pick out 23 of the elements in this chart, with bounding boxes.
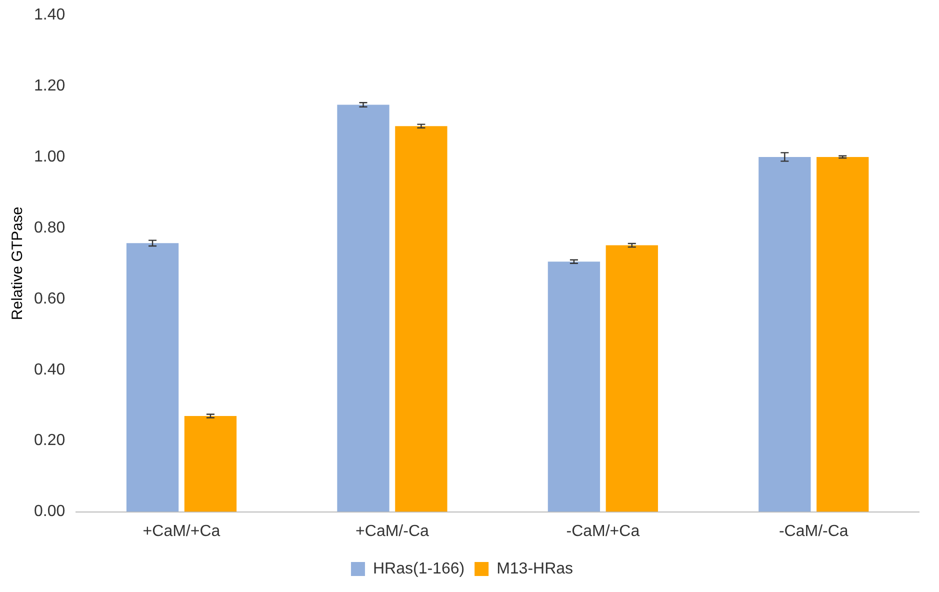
y-tick-label: 0.60 [34,290,66,308]
y-tick-label: 1.00 [34,148,66,166]
y-tick-label: 0.80 [34,219,66,236]
y-axis-title: Relative GTPase [9,206,26,320]
bar [606,245,658,512]
y-tick-label: 0.00 [34,503,66,520]
y-tick-label: 1.40 [34,6,66,24]
y-tick-label: 0.20 [34,432,66,450]
y-tick-label: 0.40 [34,361,66,378]
x-tick-label: +CaM/+Ca [142,522,220,540]
bar [758,156,811,512]
bar [184,416,237,512]
bar [395,126,448,512]
x-tick-label: +CaM/-Ca [356,522,429,540]
x-tick-label: -CaM/-Ca [778,522,848,540]
y-tick-label: 1.20 [34,77,66,94]
x-tick-label: -CaM/+Ca [566,522,640,540]
bar [126,243,179,512]
bar [548,262,600,512]
bar [816,156,869,512]
legend-label: HRas(1-166) [372,560,465,578]
legend-label: M13-HRas [496,560,574,578]
bar [337,104,390,512]
